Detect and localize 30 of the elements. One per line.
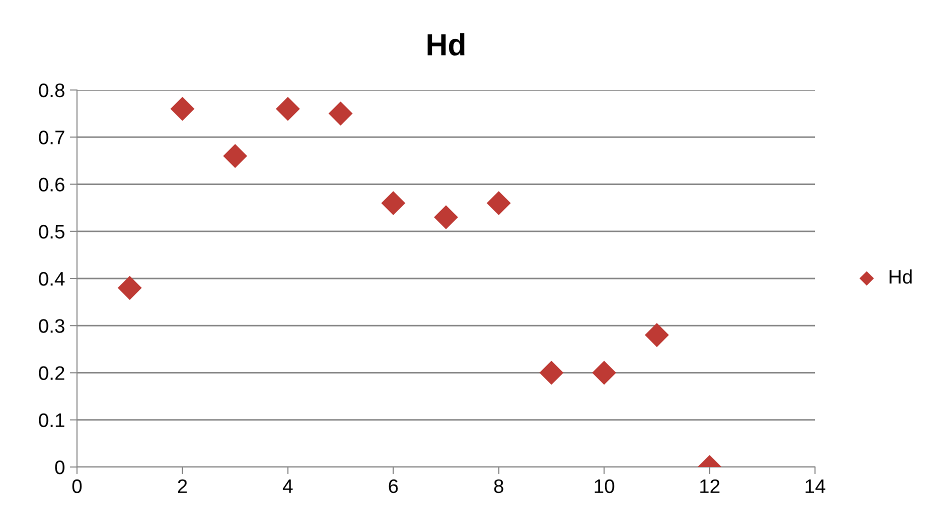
y-tick-label: 0.2 <box>38 366 64 380</box>
chart-title: Hd <box>428 33 464 56</box>
y-tick-label: 0.8 <box>38 83 64 98</box>
y-tick-label: 0 <box>55 460 64 474</box>
x-tick-label: 6 <box>388 479 398 494</box>
point <box>434 205 458 230</box>
y-tick-label: 0.6 <box>38 178 64 192</box>
point <box>223 144 248 168</box>
y-tick-label: 0.1 <box>38 413 64 428</box>
point <box>170 96 194 121</box>
point <box>486 191 511 216</box>
point <box>328 102 353 126</box>
x-tick-label: 0 <box>72 479 82 494</box>
y-tick-label: 0.5 <box>38 224 64 239</box>
point <box>539 360 564 385</box>
x-tick-label: 8 <box>494 479 504 494</box>
y-tick-label: 0.4 <box>38 272 65 286</box>
x-tick-label: 4 <box>282 480 293 493</box>
point <box>118 276 142 300</box>
legend-label: Hd <box>890 269 912 284</box>
x-tick-label: 10 <box>594 479 614 494</box>
point <box>592 360 616 385</box>
point <box>381 191 406 216</box>
point <box>276 96 300 121</box>
x-tick-label: 14 <box>806 480 826 493</box>
x-tick-label: 12 <box>700 479 720 493</box>
x-tick-label: 2 <box>178 479 187 493</box>
point <box>644 323 669 348</box>
y-tick-label: 0.3 <box>38 319 64 333</box>
y-tick-label: 0.7 <box>38 130 64 144</box>
